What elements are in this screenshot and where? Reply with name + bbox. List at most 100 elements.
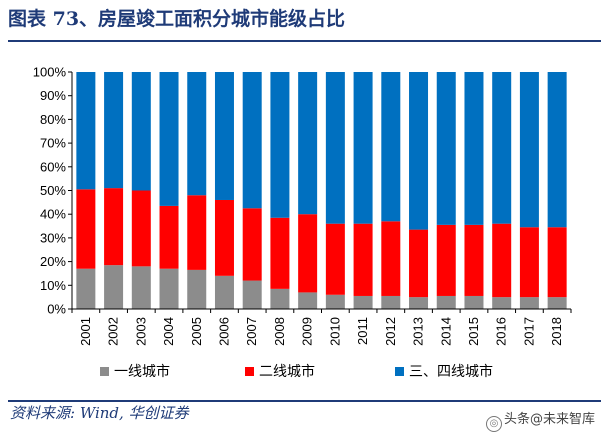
x-tick-label: 2003	[133, 317, 148, 346]
bar-segment-1	[381, 295, 401, 309]
x-tick-label: 2014	[438, 317, 453, 346]
bar-segment-2	[519, 227, 539, 298]
y-tick-label: 20%	[40, 254, 66, 269]
y-tick-label: 50%	[40, 183, 66, 198]
x-tick-label: 2008	[272, 317, 287, 346]
bar-segment-2	[298, 214, 318, 293]
legend: 一线城市 二线城市 三、四线城市	[100, 363, 493, 380]
x-tick-label: 2018	[549, 317, 564, 346]
bar-segment-2	[131, 190, 151, 267]
bar-segment-3	[409, 72, 429, 230]
bar-segment-3	[242, 72, 262, 209]
watermark-icon: ◎	[485, 416, 502, 432]
page-title: 图表 73、房屋竣工面积分城市能级占比	[8, 8, 346, 30]
bar-segment-2	[409, 229, 429, 298]
bar-segment-3	[325, 72, 345, 224]
bar-segment-2	[242, 208, 262, 281]
bar-segment-3	[519, 72, 539, 228]
bar-segment-3	[131, 72, 151, 191]
x-tick-label: 2001	[78, 317, 93, 346]
bar-segment-2	[436, 224, 456, 296]
bar-segment-1	[159, 268, 179, 309]
bar-segment-2	[325, 223, 345, 295]
bar-segment-3	[381, 72, 401, 222]
x-tick-label: 2006	[216, 317, 231, 346]
bar-segment-2	[270, 217, 290, 289]
bar-segment-3	[353, 72, 373, 224]
bar-segment-2	[547, 227, 567, 298]
x-tick-label: 2017	[521, 317, 536, 346]
watermark: ◎ 头条@未来智库	[485, 408, 595, 432]
bar-segment-3	[547, 72, 567, 228]
bar-segment-1	[270, 288, 290, 309]
source-note: 资料来源: Wind, 华创证券	[10, 404, 189, 422]
legend-swatch-1	[100, 367, 109, 376]
x-axis: 2001 2002 2003 2004 2005 2006 2007 2008 2009 2010…	[71, 308, 572, 346]
bar-segment-1	[214, 275, 234, 309]
y-tick-label: 70%	[40, 136, 66, 151]
stacked-bar-chart: 0%10%20%30%40%50%60%70%80%90%100% 2001 20…	[33, 65, 572, 380]
x-tick-label: 2013	[411, 317, 426, 346]
x-tick-label: 2002	[106, 317, 121, 346]
x-tick-label: 2010	[327, 317, 342, 346]
bar-segment-3	[270, 72, 290, 218]
bar-segment-2	[464, 224, 484, 296]
bar-segment-2	[76, 189, 96, 269]
bar-segment-3	[187, 72, 207, 196]
bar-segment-3	[159, 72, 179, 206]
bar-segment-2	[187, 195, 207, 270]
y-tick-label: 60%	[40, 159, 66, 174]
x-tick-label: 2007	[244, 317, 259, 346]
bar-segment-2	[381, 221, 401, 296]
x-tick-label: 2004	[161, 317, 176, 346]
bar-segment-3	[104, 72, 124, 189]
bar-segment-1	[464, 295, 484, 309]
legend-swatch-3	[395, 367, 404, 376]
y-tick-label: 100%	[33, 65, 67, 80]
bar-segment-1	[436, 295, 456, 309]
legend-swatch-2	[245, 367, 254, 376]
bar-segment-3	[76, 72, 96, 190]
x-tick-label: 2012	[383, 317, 398, 346]
y-tick-label: 30%	[40, 230, 66, 245]
y-tick-label: 90%	[40, 88, 66, 103]
bar-segment-3	[492, 72, 512, 224]
bar-segment-1	[104, 265, 124, 309]
x-tick-label: 2011	[355, 317, 370, 345]
bar-segment-2	[492, 223, 512, 298]
legend-label-3: 三、四线城市	[409, 363, 493, 380]
x-tick-label: 2015	[466, 317, 481, 346]
bar-segment-3	[436, 72, 456, 225]
bar-segment-1	[519, 297, 539, 309]
bar-segment-2	[159, 205, 179, 269]
bar-segment-3	[464, 72, 484, 225]
watermark-text: 头条@未来智库	[503, 412, 595, 427]
bar-segment-1	[76, 268, 96, 309]
bar-segment-1	[325, 294, 345, 309]
y-tick-label: 80%	[40, 112, 66, 127]
y-tick-label: 0%	[47, 302, 66, 317]
x-tick-label: 2016	[494, 317, 509, 346]
bars-group	[76, 72, 567, 309]
bar-segment-1	[353, 295, 373, 309]
bar-segment-1	[187, 269, 207, 309]
bar-segment-3	[214, 72, 234, 200]
legend-label-2: 二线城市	[259, 363, 315, 380]
bar-segment-1	[409, 297, 429, 309]
bar-segment-1	[547, 297, 567, 309]
bar-segment-2	[104, 188, 124, 266]
bar-segment-1	[242, 280, 262, 309]
x-tick-label: 2005	[189, 317, 204, 346]
y-axis: 0% 10% 20% 30% 40% 50% 60% 70% 80% 90% 100%	[33, 65, 73, 317]
bar-segment-1	[492, 297, 512, 309]
bar-segment-3	[298, 72, 318, 215]
x-tick-label: 2009	[300, 317, 315, 346]
bar-segment-1	[298, 292, 318, 309]
bar-segment-2	[214, 199, 234, 276]
y-tick-label: 10%	[40, 278, 66, 293]
bar-segment-2	[353, 223, 373, 296]
footer-divider	[8, 400, 601, 402]
y-tick-label: 40%	[40, 207, 66, 222]
title-divider	[8, 40, 601, 42]
legend-label-1: 一线城市	[114, 363, 170, 380]
